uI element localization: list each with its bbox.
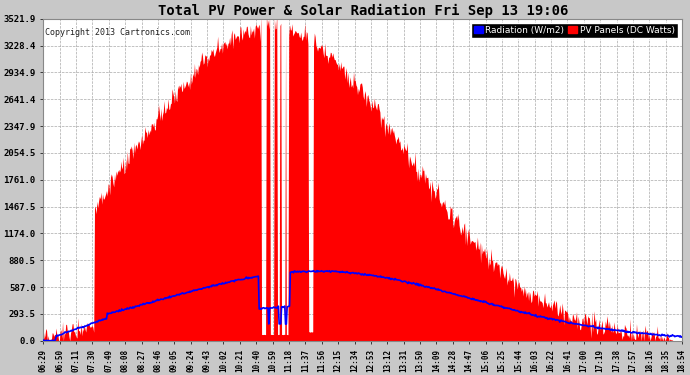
Text: Copyright 2013 Cartronics.com: Copyright 2013 Cartronics.com: [45, 28, 190, 38]
Title: Total PV Power & Solar Radiation Fri Sep 13 19:06: Total PV Power & Solar Radiation Fri Sep…: [157, 3, 568, 18]
Legend: Radiation (W/m2), PV Panels (DC Watts): Radiation (W/m2), PV Panels (DC Watts): [471, 23, 678, 38]
